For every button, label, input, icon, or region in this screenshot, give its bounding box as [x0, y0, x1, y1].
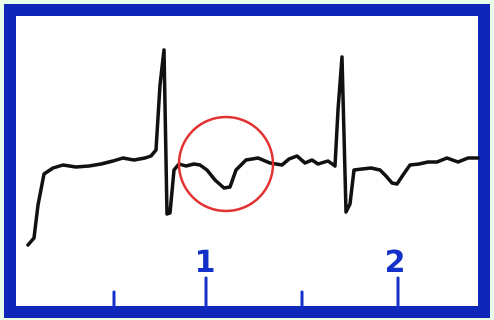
ecg-trace [26, 48, 480, 247]
tick-label-1: 1 [195, 245, 216, 280]
circle-highlight-icon [177, 115, 275, 213]
tick-label-2: 2 [385, 245, 406, 280]
